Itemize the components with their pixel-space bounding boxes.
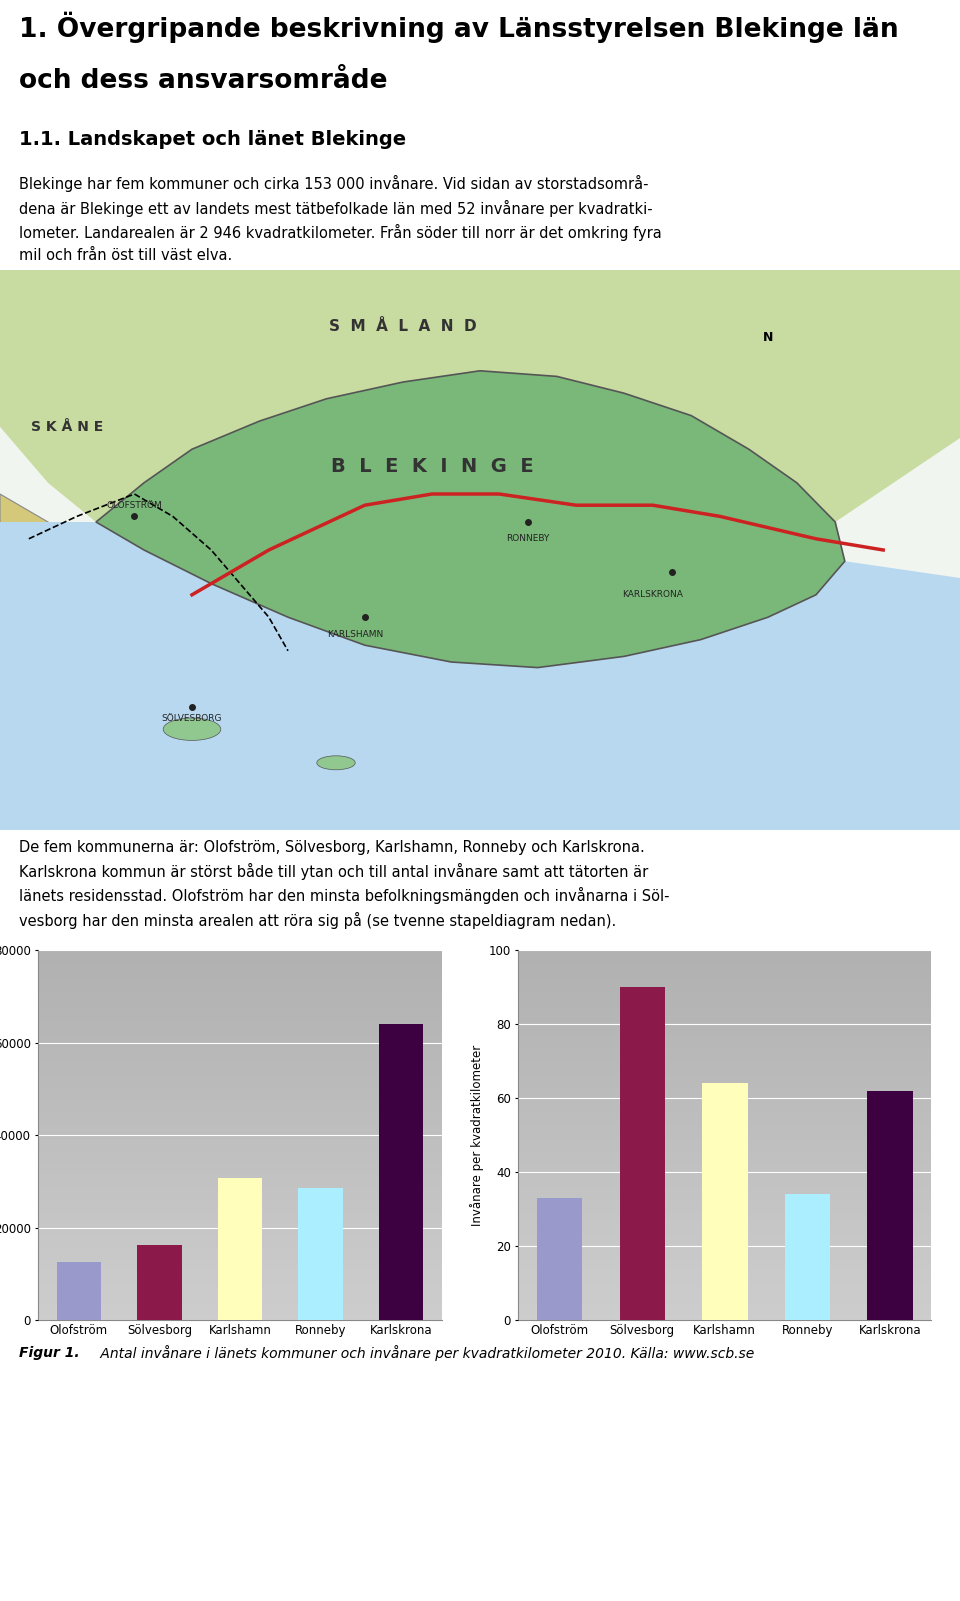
Text: SÖLVESBORG: SÖLVESBORG <box>161 714 223 722</box>
Text: Figur 1.: Figur 1. <box>19 1346 80 1359</box>
Bar <box>867 1090 913 1319</box>
Text: S  M  Å  L  A  N  D: S M Å L A N D <box>329 319 477 333</box>
Text: Antal invånare i länets kommuner och invånare per kvadratkilometer 2010. Källa: : Antal invånare i länets kommuner och inv… <box>96 1345 754 1361</box>
Bar <box>299 1188 343 1319</box>
Text: S K Å N E: S K Å N E <box>31 419 104 434</box>
Bar <box>137 1246 181 1319</box>
Text: Blekinge har fem kommuner och cirka 153 000 invånare. Vid sidan av storstadsområ: Blekinge har fem kommuner och cirka 153 … <box>19 175 662 263</box>
Ellipse shape <box>163 717 221 740</box>
Text: och dess ansvarsområde: och dess ansvarsområde <box>19 69 388 94</box>
Text: KARLSKRONA: KARLSKRONA <box>622 591 684 599</box>
Polygon shape <box>0 271 960 829</box>
Text: B  L  E  K  I  N  G  E: B L E K I N G E <box>330 456 534 475</box>
Text: Regional risk- och särbarhetsanalys 2011: Regional risk- och särbarhetsanalys 2011 <box>294 1553 666 1572</box>
Bar <box>218 1178 262 1319</box>
Bar <box>379 1025 423 1319</box>
Bar <box>619 986 665 1319</box>
Polygon shape <box>0 522 960 829</box>
Polygon shape <box>0 271 960 562</box>
Polygon shape <box>0 495 307 829</box>
Bar <box>537 1198 583 1319</box>
Bar <box>784 1194 830 1319</box>
Text: KARLSHAMN: KARLSHAMN <box>327 629 383 639</box>
Y-axis label: Invånare per kvadratkilometer: Invånare per kvadratkilometer <box>470 1044 485 1226</box>
Text: 1. Övergripande beskrivning av Länsstyrelsen Blekinge län: 1. Övergripande beskrivning av Länsstyre… <box>19 11 899 43</box>
Text: 1.1. Landskapet och länet Blekinge: 1.1. Landskapet och länet Blekinge <box>19 130 406 149</box>
Text: De fem kommunerna är: Olofström, Sölvesborg, Karlshamn, Ronneby och Karlskrona.
: De fem kommunerna är: Olofström, Sölvesb… <box>19 841 670 929</box>
Polygon shape <box>96 371 845 668</box>
Text: N: N <box>763 331 773 344</box>
Bar <box>702 1084 748 1319</box>
Text: OLOFSTRÖM: OLOFSTRÖM <box>107 501 162 509</box>
Bar <box>57 1262 101 1319</box>
Text: RONNEBY: RONNEBY <box>506 535 550 543</box>
Ellipse shape <box>317 756 355 770</box>
